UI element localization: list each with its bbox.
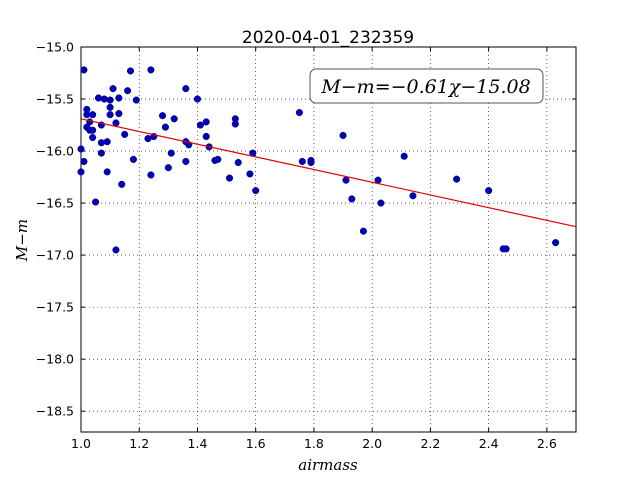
data-point bbox=[502, 245, 510, 253]
x-tick-label: 1.8 bbox=[304, 436, 324, 451]
data-point bbox=[231, 120, 239, 128]
y-tick-label: −15.0 bbox=[36, 40, 74, 55]
data-point bbox=[118, 180, 126, 188]
axis-ticks bbox=[80, 46, 576, 432]
y-tick-labels: −15.0 −15.5 −16.0 −16.5 −17.0 −17.5 −18.0 −18.5 bbox=[36, 40, 74, 419]
data-point bbox=[225, 174, 234, 182]
data-point bbox=[193, 95, 202, 103]
data-point bbox=[109, 85, 117, 93]
x-tick-label: 1.2 bbox=[129, 436, 149, 451]
x-tick-label: 1.4 bbox=[188, 436, 208, 451]
data-point bbox=[124, 87, 132, 95]
annotation-box: M−m=−0.61χ−15.08 bbox=[309, 68, 544, 104]
x-tick-labels: 1.0 1.2 1.4 1.6 1.8 2.0 2.2 2.4 2.6 bbox=[71, 436, 557, 451]
chart-title: 2020-04-01_232359 bbox=[242, 28, 414, 48]
data-point bbox=[115, 94, 123, 102]
data-point bbox=[246, 170, 254, 178]
annotation-text: M−m=−0.61χ−15.08 bbox=[320, 76, 530, 98]
data-point bbox=[202, 118, 210, 126]
data-point bbox=[339, 131, 347, 139]
data-point bbox=[295, 109, 303, 117]
data-point bbox=[161, 123, 169, 131]
plot-area bbox=[80, 46, 577, 433]
data-point bbox=[77, 145, 85, 153]
data-point bbox=[97, 149, 105, 157]
data-point bbox=[106, 111, 114, 119]
x-tick-label: 1.6 bbox=[246, 436, 266, 451]
data-point bbox=[234, 158, 242, 167]
data-point bbox=[307, 158, 315, 167]
data-point bbox=[147, 66, 155, 74]
data-point bbox=[80, 66, 88, 74]
data-point bbox=[103, 138, 111, 146]
data-point bbox=[170, 115, 178, 123]
data-point bbox=[552, 239, 560, 247]
data-point bbox=[359, 227, 367, 235]
data-points bbox=[77, 66, 560, 254]
data-point bbox=[121, 130, 129, 138]
data-point bbox=[92, 198, 100, 206]
data-point bbox=[167, 149, 175, 157]
data-point bbox=[485, 187, 493, 195]
data-point bbox=[100, 95, 108, 103]
data-point bbox=[77, 168, 85, 176]
data-point bbox=[453, 175, 461, 183]
data-point bbox=[89, 126, 97, 134]
data-point bbox=[348, 195, 356, 203]
x-axis-label: airmass bbox=[298, 456, 358, 474]
data-point bbox=[298, 157, 306, 166]
y-tick-label: −16.5 bbox=[36, 196, 74, 211]
y-tick-label: −17.5 bbox=[36, 300, 74, 315]
data-point bbox=[83, 105, 91, 113]
data-point bbox=[400, 152, 408, 160]
y-tick-label: −15.5 bbox=[36, 92, 74, 107]
data-point bbox=[112, 246, 120, 254]
data-point bbox=[103, 168, 111, 176]
y-axis-label: M−m bbox=[13, 219, 31, 262]
data-point bbox=[115, 110, 123, 118]
data-point bbox=[342, 176, 350, 184]
data-point bbox=[106, 96, 114, 104]
y-tick-label: −18.0 bbox=[36, 352, 74, 367]
data-point bbox=[126, 67, 135, 75]
y-tick-label: −17.0 bbox=[36, 248, 74, 263]
data-point bbox=[252, 187, 260, 195]
data-point bbox=[196, 121, 204, 129]
data-point bbox=[377, 199, 385, 207]
data-point bbox=[132, 96, 140, 104]
data-point bbox=[202, 132, 210, 141]
x-tick-label: 2.6 bbox=[537, 436, 557, 451]
x-tick-label: 1.0 bbox=[71, 436, 91, 451]
y-tick-label: −18.5 bbox=[36, 404, 74, 419]
x-tick-label: 2.4 bbox=[479, 436, 499, 451]
data-point bbox=[112, 119, 120, 127]
data-point bbox=[147, 171, 155, 179]
data-point bbox=[106, 103, 114, 111]
data-point bbox=[97, 139, 105, 147]
data-point bbox=[129, 155, 137, 163]
data-point bbox=[158, 112, 167, 120]
data-point bbox=[164, 164, 172, 172]
y-tick-label: −16.0 bbox=[36, 144, 74, 159]
data-point bbox=[214, 155, 222, 163]
data-point bbox=[89, 133, 97, 142]
data-point bbox=[89, 111, 97, 119]
x-tick-label: 2.0 bbox=[362, 436, 382, 451]
x-tick-label: 2.2 bbox=[420, 436, 440, 451]
fit-line bbox=[80, 118, 577, 228]
data-point bbox=[182, 85, 190, 93]
data-point bbox=[409, 192, 417, 200]
data-point bbox=[94, 94, 103, 102]
data-point bbox=[182, 157, 190, 166]
data-point bbox=[80, 157, 88, 166]
